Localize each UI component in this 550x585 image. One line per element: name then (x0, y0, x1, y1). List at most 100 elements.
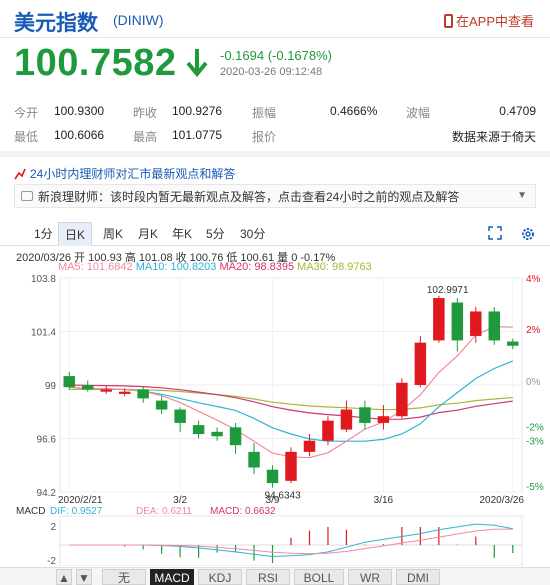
dea-line (69, 528, 513, 555)
news-header-label: 24小时内理财师对汇市最新观点和解答 (30, 167, 236, 181)
kline-chart[interactable]: 103.8 101.4 99 96.6 94.2 4% 2% 0% -2% -3% -5% 102.9… (0, 270, 550, 566)
chevron-down-icon[interactable]: ▼ (517, 190, 527, 201)
y-tick-label: 99 (45, 381, 57, 392)
amplitude-value: 0.4666% (330, 104, 378, 118)
stats-row-1: 今开 100.9300 昨收 100.9276 振幅 0.4666% 波幅 0.… (14, 100, 536, 124)
candle-body (100, 389, 112, 392)
arrow-up-icon[interactable]: ▲ (56, 569, 72, 585)
candle-body (81, 385, 94, 390)
y-tick-label-right: -3% (526, 437, 544, 448)
data-source: 数据来源于倚天 (451, 130, 536, 144)
candle-body (322, 420, 334, 441)
candle-body (63, 376, 75, 388)
phone-icon (443, 13, 453, 28)
ma-legend: MA5: 101.6842 MA10: 100.8203 MA20: 98.83… (58, 261, 372, 273)
tab-dmi[interactable]: DMI (396, 569, 440, 585)
ma10-label: MA10: 100.8203 (135, 261, 217, 273)
news-header[interactable]: 24小时内理财师对汇市最新观点和解答 (14, 165, 235, 182)
page-title: 美元指数 (14, 12, 98, 35)
low-value: 100.6066 (54, 128, 105, 142)
candle-body (192, 425, 205, 435)
ma30-line (69, 388, 513, 411)
candle-body (285, 451, 297, 481)
indicator-tabs: ▲ ▼ 无 MACD KDJ RSI BOLL WR DMI (0, 567, 550, 585)
candle-body (470, 311, 482, 336)
news-item-text: 新浪理财师：该时段内暂无最新观点及解答，点击查看24小时之前的观点及解答 (38, 189, 460, 204)
tab-yearly[interactable]: 年K (172, 227, 193, 241)
gear-icon[interactable] (520, 226, 536, 242)
tab-monthly[interactable]: 月K (138, 227, 159, 241)
x-tick-label: 3/2 (173, 495, 187, 506)
price-change: -0.1694 (-0.1678%) (220, 48, 333, 63)
tab-macd[interactable]: MACD (150, 569, 194, 585)
candle-body (414, 342, 427, 385)
x-tick-label: 3/9 (266, 495, 280, 506)
y-tick-label: 96.6 (37, 435, 57, 446)
ma30-label: MA30: 98.9763 (297, 261, 372, 273)
amplitude-label: 振幅 (252, 106, 277, 120)
ma10-line (69, 360, 514, 442)
candle-body (118, 391, 131, 394)
y-tick-label-right: 2% (526, 325, 541, 336)
tab-rsi[interactable]: RSI (246, 569, 290, 585)
open-in-app-link[interactable]: 在APP中查看 (443, 11, 534, 30)
candle-body (248, 451, 260, 468)
stats-row-2: 最低 100.6066 最高 101.0775 报价 数据来源于倚天 (14, 124, 536, 148)
candle-body (303, 440, 316, 452)
candle-body (507, 341, 519, 346)
macd-y-tick: -2 (47, 556, 56, 566)
tab-30min[interactable]: 30分 (240, 227, 266, 241)
ma20-label: MA20: 98.8395 (219, 261, 295, 273)
candle-body (396, 382, 408, 417)
macd-plot-frame (59, 515, 523, 566)
prev-close-label: 昨收 (133, 106, 158, 120)
ma5-label: MA5: 101.6842 (58, 261, 133, 273)
y-tick-label-right: -2% (526, 423, 544, 434)
x-tick-label: 2020/3/26 (480, 495, 525, 506)
symbol-code: (DINIW) (113, 12, 164, 28)
tab-daily[interactable]: 日K (58, 222, 93, 246)
macd-value-label: MACD: 0.6632 (210, 506, 276, 517)
min-annotation: 94.6343 (265, 491, 302, 502)
prev-close-value: 100.9276 (172, 104, 223, 118)
candle-body (211, 431, 223, 437)
candle-body (377, 416, 390, 423)
macd-label: MACD (16, 506, 45, 517)
arrow-down-icon (186, 49, 208, 77)
stats-panel: 今开 100.9300 昨收 100.9276 振幅 0.4666% 波幅 0.… (14, 100, 536, 148)
open-label: 今开 (14, 106, 39, 120)
y-tick-label: 103.8 (31, 274, 56, 285)
open-value: 100.9300 (54, 104, 105, 118)
tab-5min[interactable]: 5分 (206, 227, 225, 241)
candle-body (488, 311, 501, 341)
x-tick-label: 3/16 (374, 495, 394, 506)
dea-label: DEA: 0.6211 (136, 506, 192, 517)
wave-label: 波幅 (406, 106, 431, 120)
quote-timestamp: 2020-03-26 09:12:48 (220, 66, 323, 78)
candle-body (137, 389, 149, 399)
last-price: 100.7582 (14, 42, 177, 84)
max-annotation: 102.9971 (427, 285, 469, 296)
tab-kdj[interactable]: KDJ (198, 569, 242, 585)
candle-body (451, 302, 464, 341)
candle-body (359, 407, 371, 423)
news-item[interactable]: 新浪理财师：该时段内暂无最新观点及解答，点击查看24小时之前的观点及解答 ▼ (14, 184, 536, 208)
candle-body (229, 427, 242, 446)
high-value: 101.0775 (172, 128, 223, 142)
expand-icon[interactable] (488, 226, 502, 240)
arrow-down-small-icon[interactable]: ▼ (76, 569, 92, 585)
candle-body (174, 409, 186, 423)
tab-weekly[interactable]: 周K (103, 227, 124, 241)
macd-y-tick: 2 (50, 522, 56, 533)
x-tick-label: 2020/2/21 (58, 495, 103, 506)
y-tick-label-right: 4% (526, 274, 541, 285)
wave-value: 0.4709 (499, 104, 536, 118)
tab-boll[interactable]: BOLL (294, 569, 344, 585)
y-tick-label-right: 0% (526, 377, 541, 388)
tab-1min[interactable]: 1分 (34, 227, 53, 241)
dif-label: DIF: 0.9527 (50, 506, 103, 517)
candle-info: 2020/03/26 开 100.93 高 101.08 收 100.76 低 … (16, 252, 336, 264)
tab-none[interactable]: 无 (102, 569, 146, 585)
tab-wr[interactable]: WR (348, 569, 392, 585)
open-in-app-label: 在APP中查看 (455, 14, 534, 29)
